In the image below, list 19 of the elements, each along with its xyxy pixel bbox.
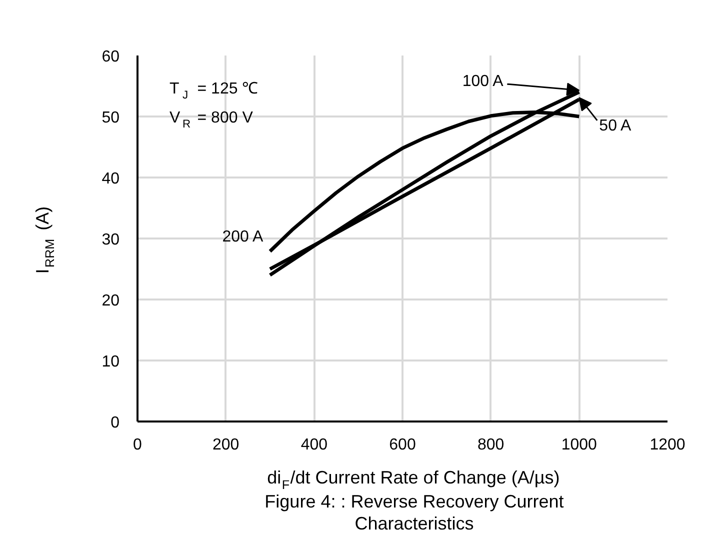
y-tick-label: 40	[102, 170, 120, 188]
series-label: 200 A	[222, 228, 264, 246]
y-tick-label: 10	[102, 354, 120, 370]
y-tick-label: 30	[102, 232, 120, 248]
y-tick-label: 50	[102, 110, 120, 126]
y-tick-label: 60	[102, 48, 120, 66]
legend-label: 100 A	[462, 73, 504, 90]
x-tick-label: 0	[133, 436, 142, 454]
x-tick-label: 600	[389, 436, 416, 454]
y-tick-label: 0	[110, 414, 120, 432]
y-axis-title: IRRM (A)	[32, 206, 57, 274]
y-tick-label: 20	[102, 292, 120, 310]
x-tick-label: 400	[300, 436, 328, 454]
x-tick-label: 800	[477, 436, 504, 454]
caption: Figure 4: : Reverse Recovery Current Characteristics	[264, 492, 564, 534]
x-tick-label: 1200	[650, 436, 686, 454]
x-tick-label: 200	[212, 436, 240, 454]
x-tick-label: 1000	[561, 436, 598, 454]
series-label: 50 A	[599, 117, 632, 134]
